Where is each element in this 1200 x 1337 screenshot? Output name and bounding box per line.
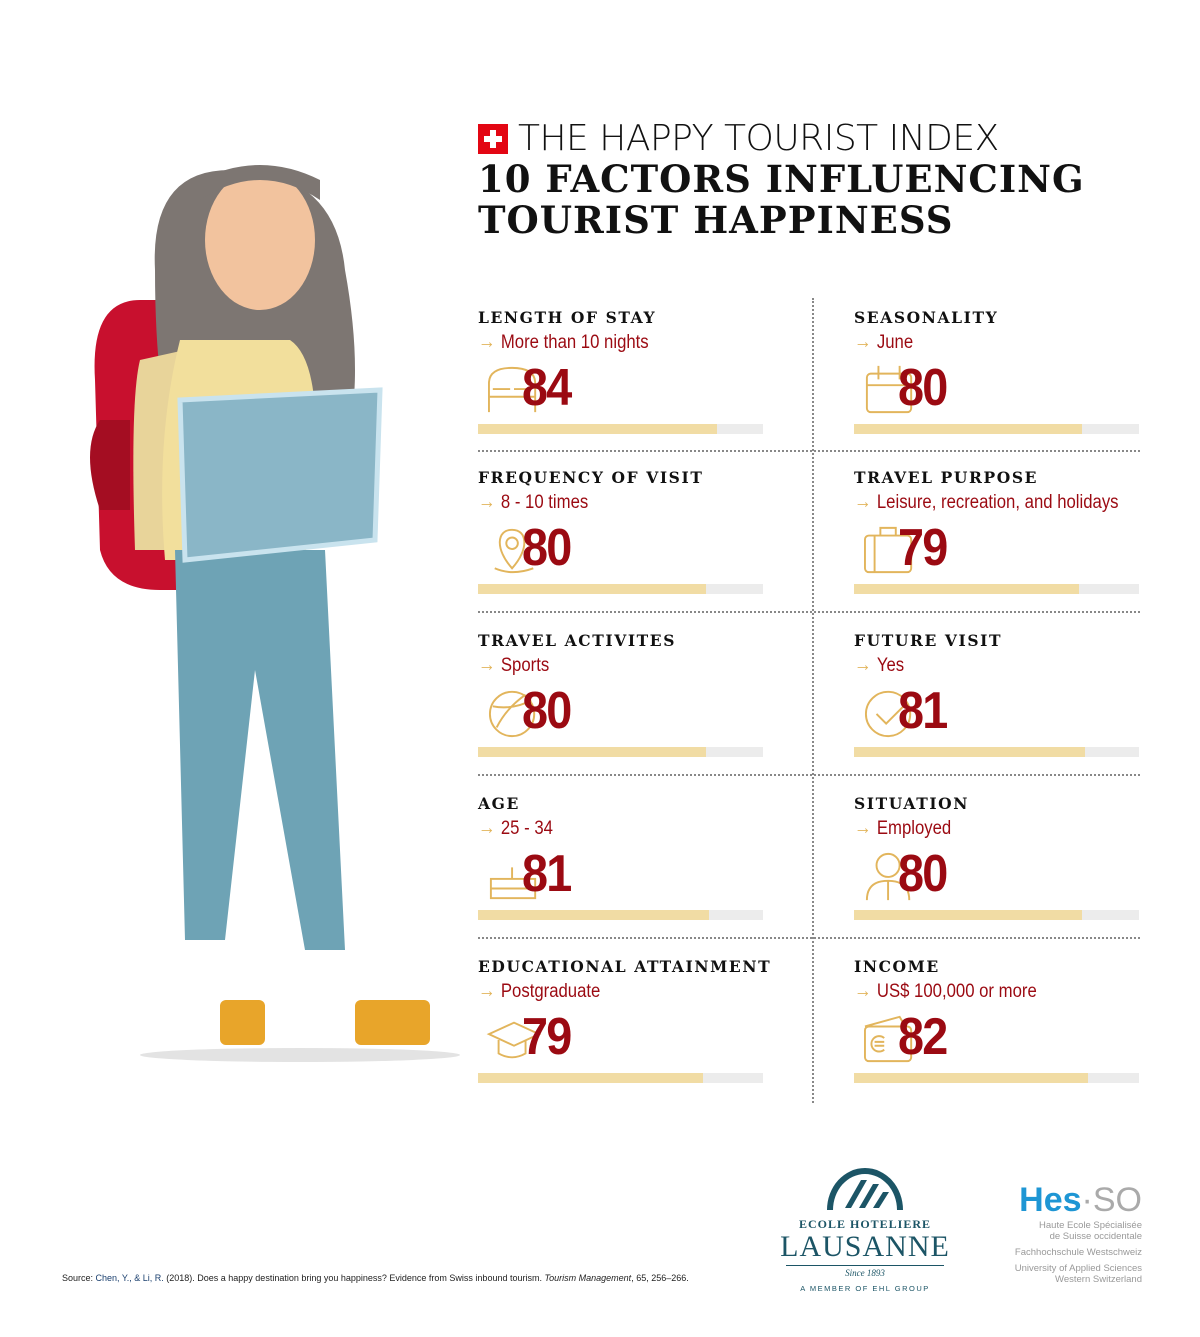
factor-value: US$ 100,000 or more (876, 980, 1037, 1002)
score-bar (854, 424, 1139, 434)
factor-value: June (876, 331, 914, 353)
factor-card: EDUCATIONAL ATTAINMENT → Postgraduate 79 (478, 957, 772, 1097)
score-bar (854, 910, 1139, 920)
factor-label: INCOME (854, 957, 940, 976)
ball-icon (488, 690, 536, 738)
factor-value: More than 10 nights (500, 331, 649, 353)
arrow-right-icon: → (854, 654, 872, 676)
factor-score: 80 (522, 682, 572, 740)
bed-icon (488, 366, 537, 413)
score-bar (854, 584, 1139, 594)
score-bar (854, 747, 1139, 757)
factor-label: AGE (478, 794, 520, 813)
row-divider (478, 450, 1140, 452)
suitcase-icon (864, 526, 913, 574)
score-bar-fill (854, 424, 1082, 434)
graduation-cap-icon (486, 1021, 542, 1059)
factor-card: AGE → 25 - 34 81 (478, 794, 763, 934)
ehl-arch-icon (827, 1168, 903, 1210)
factor-value: Sports (500, 654, 550, 676)
map-pin-icon (494, 528, 534, 574)
score-bar-fill (478, 1073, 704, 1083)
factor-card: TRAVEL PURPOSE → Leisure, recreation, and… (854, 468, 1139, 608)
factor-label: SEASONALITY (854, 308, 999, 327)
factor-card: FREQUENCY OF VISIT → 8 - 10 times 80 (478, 468, 763, 608)
calendar-icon (865, 365, 913, 414)
column-divider (812, 298, 814, 1103)
ehl-logo: ECOLE HOTELIERE LAUSANNE Since 1893 A ME… (780, 1160, 950, 1293)
factor-value: Leisure, recreation, and holidays (876, 491, 1119, 513)
factor-score: 80 (522, 519, 572, 577)
score-bar (854, 1073, 1139, 1083)
score-bar (478, 910, 763, 920)
arrow-right-icon: → (478, 654, 496, 676)
score-bar (478, 424, 763, 434)
score-bar-fill (478, 747, 706, 757)
factor-score: 81 (522, 845, 572, 903)
factor-score: 80 (898, 359, 948, 417)
cake-icon (489, 867, 537, 900)
arrow-right-icon: → (478, 980, 496, 1002)
score-bar (478, 747, 763, 757)
factor-card: SITUATION → Employed 80 (854, 794, 1139, 934)
score-bar-fill (478, 910, 709, 920)
row-divider (478, 937, 1140, 939)
wallet-euro-icon (864, 1015, 913, 1063)
score-bar-fill (854, 910, 1082, 920)
score-bar-fill (478, 424, 718, 434)
arrow-right-icon: → (854, 980, 872, 1002)
factor-value: 8 - 10 times (500, 491, 589, 513)
arrow-right-icon: → (854, 331, 872, 353)
row-divider (478, 611, 1140, 613)
headline-line-2: TOURIST HAPPINESS (478, 198, 954, 242)
score-bar (478, 1073, 763, 1083)
title-block: THE HAPPY TOURIST INDEX 10 FACTORS INFLU… (478, 118, 1085, 241)
factor-value: Yes (876, 654, 905, 676)
factor-label: EDUCATIONAL ATTAINMENT (478, 957, 772, 976)
arrow-right-icon: → (478, 331, 496, 353)
person-tie-icon (865, 852, 911, 901)
hes-so-logo: Hes·SO Haute Ecole Spécialisée de Suisse … (1014, 1181, 1142, 1285)
tourist-illustration (90, 165, 460, 1062)
headline-line-1: 10 FACTORS INFLUENCING (478, 157, 1085, 201)
score-bar-fill (854, 584, 1080, 594)
factor-score: 81 (898, 682, 948, 740)
score-bar (478, 584, 763, 594)
swiss-flag-icon (478, 123, 508, 154)
check-circle-icon (864, 690, 912, 738)
factor-label: FREQUENCY OF VISIT (478, 468, 704, 487)
factor-card: FUTURE VISIT → Yes 81 (854, 631, 1139, 771)
factor-label: FUTURE VISIT (854, 631, 1003, 650)
factor-card: TRAVEL ACTIVITES → Sports 80 (478, 631, 763, 771)
factor-score: 79 (522, 1008, 572, 1066)
factor-label: SITUATION (854, 794, 970, 813)
factor-value: 25 - 34 (500, 817, 553, 839)
factor-value: Postgraduate (500, 980, 601, 1002)
factor-score: 82 (898, 1008, 948, 1066)
index-title: THE HAPPY TOURIST INDEX (518, 118, 999, 159)
arrow-right-icon: → (478, 491, 496, 513)
factor-card: SEASONALITY → June 80 (854, 308, 1139, 448)
factor-card: LENGTH OF STAY → More than 10 nights 84 (478, 308, 763, 448)
source-citation: Source: Chen, Y., & Li, R. (2018). Does … (62, 1273, 689, 1283)
factor-label: LENGTH OF STAY (478, 308, 657, 327)
row-divider (478, 774, 1140, 776)
arrow-right-icon: → (854, 817, 872, 839)
factor-score: 79 (898, 519, 948, 577)
arrow-right-icon: → (478, 817, 496, 839)
factor-score: 84 (522, 359, 572, 417)
score-bar-fill (478, 584, 706, 594)
factor-score: 80 (898, 845, 948, 903)
factor-label: TRAVEL PURPOSE (854, 468, 1039, 487)
factor-value: Employed (876, 817, 952, 839)
score-bar-fill (854, 747, 1085, 757)
score-bar-fill (854, 1073, 1088, 1083)
factor-label: TRAVEL ACTIVITES (478, 631, 677, 650)
arrow-right-icon: → (854, 491, 872, 513)
factor-card: INCOME → US$ 100,000 or more 82 (854, 957, 1139, 1097)
